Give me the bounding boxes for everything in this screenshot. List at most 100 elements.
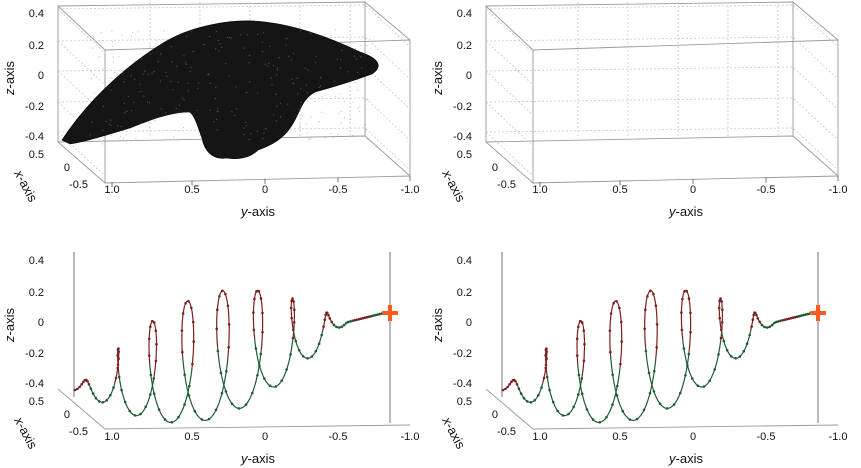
- trajectory-segment: [546, 374, 583, 417]
- x-tick-label: 0: [64, 162, 70, 174]
- x-tick-label: -0.5: [69, 426, 88, 438]
- cloud-point: [307, 69, 309, 71]
- trajectory-segment: [576, 320, 586, 376]
- trajectory-point: [577, 373, 581, 377]
- trajectory-point: [116, 354, 119, 357]
- trajectory-point: [777, 320, 780, 323]
- cloud-point: [289, 136, 291, 138]
- trajectory-point: [357, 318, 361, 321]
- y-axis-label: y-axis: [668, 204, 703, 219]
- cloud-point: [318, 86, 320, 88]
- cloud-point: [176, 65, 178, 67]
- trajectory-point: [347, 320, 350, 324]
- cloud-point: [135, 137, 137, 139]
- trajectory-point: [98, 400, 101, 403]
- trajectory-point: [504, 387, 507, 391]
- cloud-point: [93, 36, 95, 38]
- trajectory-point: [101, 401, 105, 404]
- cloud-point: [100, 32, 102, 34]
- axis-line: [104, 424, 411, 430]
- cloud-point: [146, 101, 149, 103]
- cloud-point: [277, 69, 279, 71]
- cloud-point: [315, 55, 317, 57]
- trajectory-point: [649, 289, 652, 293]
- cloud-point: [165, 71, 167, 73]
- trajectory-point: [183, 403, 186, 406]
- trajectory-point: [152, 392, 156, 395]
- trajectory-point: [582, 359, 586, 363]
- trajectory-point: [109, 394, 112, 397]
- trajectory-point: [116, 366, 119, 370]
- cloud-point: [132, 32, 134, 34]
- trajectory-point: [274, 385, 278, 388]
- axes-frame: [485, 4, 534, 184]
- trajectory-point: [750, 325, 753, 328]
- trajectory-point: [665, 407, 669, 410]
- cloud-point: [111, 30, 113, 32]
- cloud-point: [207, 74, 209, 76]
- cloud-point: [214, 97, 216, 100]
- trajectory-point: [756, 317, 760, 320]
- cloud-point: [320, 77, 322, 79]
- cloud-point: [159, 80, 161, 82]
- trajectory-point: [207, 417, 211, 421]
- trajectory-point: [738, 355, 742, 358]
- trajectory-point: [268, 384, 272, 388]
- trajectory-point: [713, 368, 716, 371]
- cloud-point: [261, 41, 263, 44]
- cloud-point: [133, 101, 135, 103]
- z-tick-label: -0.2: [25, 101, 44, 113]
- grid-line: [485, 131, 534, 177]
- trajectory-point: [585, 408, 589, 411]
- cloud-point: [347, 71, 349, 73]
- cloud-point: [123, 81, 125, 83]
- trajectory-point: [793, 315, 797, 319]
- trajectory-point: [779, 319, 782, 323]
- x-tick-label: -0.5: [497, 179, 516, 191]
- y-tick-label: -1.0: [829, 431, 848, 443]
- trajectory-point: [177, 415, 180, 419]
- trajectory-point: [679, 391, 682, 395]
- cloud-point: [191, 114, 193, 116]
- cloud-point: [300, 127, 302, 129]
- trajectory-point: [644, 308, 647, 311]
- trajectory-point: [227, 323, 231, 326]
- cloud-point: [358, 110, 360, 112]
- trajectory-point: [501, 388, 505, 392]
- trajectory-point: [612, 302, 615, 305]
- cloud-point: [112, 45, 114, 48]
- trajectory-point: [116, 363, 120, 367]
- trajectory-point: [200, 418, 204, 421]
- trajectory-point: [583, 342, 586, 346]
- trajectory-point: [745, 342, 749, 345]
- grid-line: [485, 101, 534, 147]
- trajectory-point: [128, 409, 131, 413]
- trajectory-point: [533, 399, 536, 402]
- trajectory-point: [517, 387, 521, 390]
- cloud-point: [299, 124, 301, 126]
- y-tick-label: -1.0: [829, 184, 848, 196]
- cloud-point: [340, 67, 342, 69]
- trajectory-point: [376, 313, 379, 316]
- cloud-point: [263, 132, 265, 134]
- trajectory-point: [608, 329, 612, 332]
- trajectory-point: [635, 417, 639, 421]
- trajectory-point: [580, 377, 584, 380]
- trajectory-point: [225, 370, 228, 373]
- trajectory-point: [216, 349, 220, 353]
- trajectory-point: [804, 313, 807, 316]
- cloud-point: [309, 139, 311, 141]
- grid-line: [57, 8, 106, 54]
- trajectory-point: [718, 299, 721, 303]
- trajectory-point: [680, 311, 683, 314]
- trajectory-point: [718, 316, 721, 320]
- cloud-point: [270, 77, 272, 79]
- cloud-point: [181, 113, 183, 115]
- trajectory-point: [795, 315, 799, 318]
- axis-line: [532, 424, 839, 430]
- trajectory-segment: [148, 320, 158, 376]
- grid-line: [57, 66, 411, 110]
- cloud-point: [249, 81, 251, 83]
- trajectory-point: [720, 321, 724, 324]
- trajectory-point: [117, 375, 121, 379]
